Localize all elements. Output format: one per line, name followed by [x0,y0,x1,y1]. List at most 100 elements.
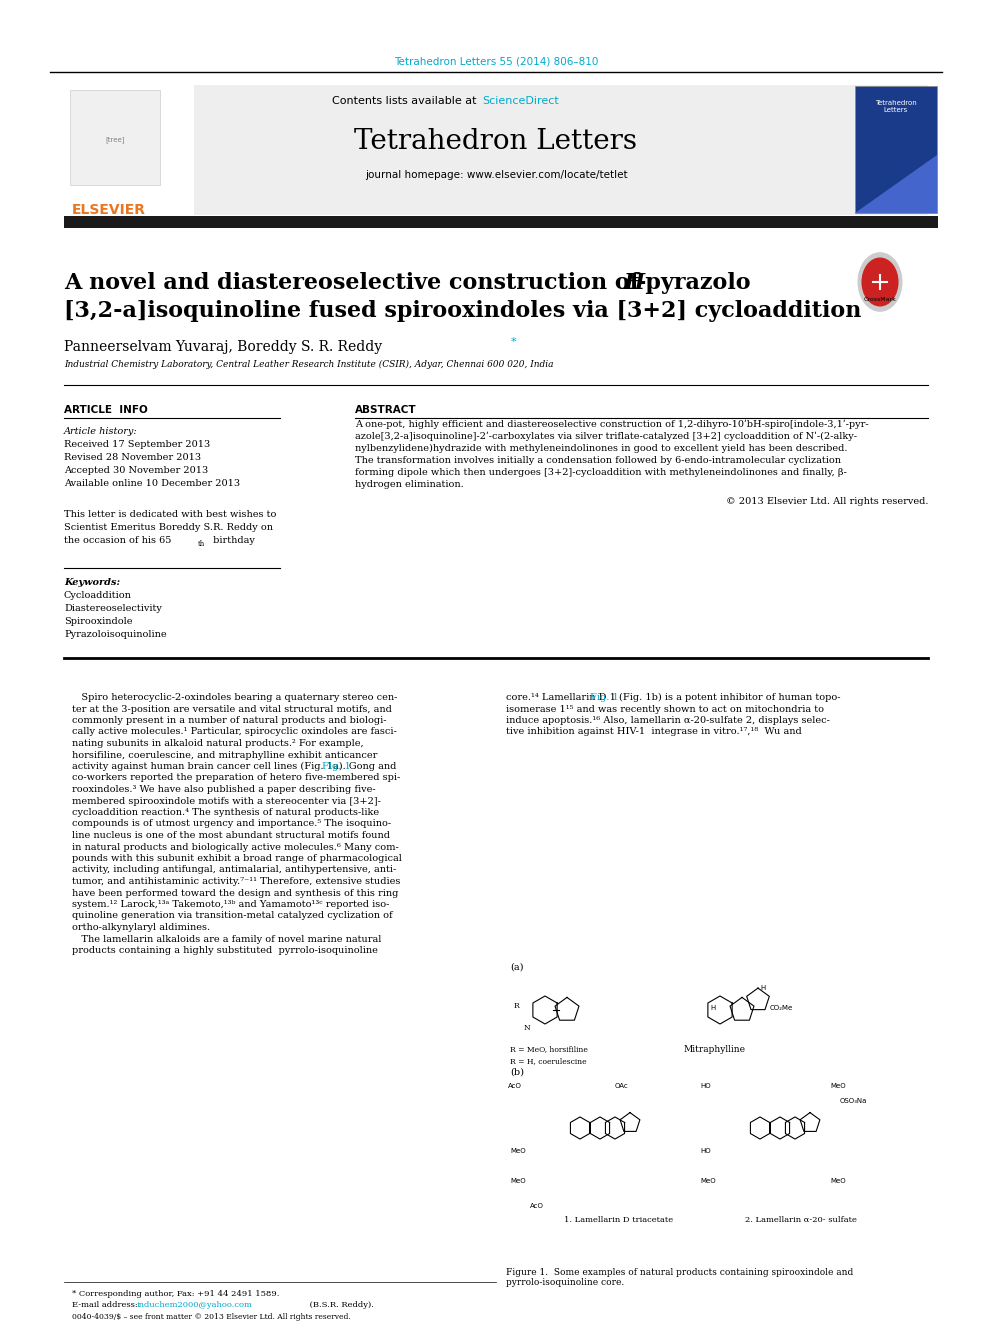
Text: ScienceDirect: ScienceDirect [482,97,558,106]
Text: *: * [511,337,517,347]
Text: Mitraphylline: Mitraphylline [684,1045,746,1054]
Text: Pyrazoloisoquinoline: Pyrazoloisoquinoline [64,630,167,639]
Text: Revised 28 November 2013: Revised 28 November 2013 [64,452,201,462]
Text: membered spirooxindole motifs with a stereocenter via [3+2]-: membered spirooxindole motifs with a ste… [72,796,381,806]
Text: line nucleus is one of the most abundant structural motifs found: line nucleus is one of the most abundant… [72,831,390,840]
Text: induchem2000@yahoo.com: induchem2000@yahoo.com [137,1301,253,1308]
Text: Diastereoselectivity: Diastereoselectivity [64,605,162,613]
Text: ELSEVIER: ELSEVIER [72,202,146,217]
Text: journal homepage: www.elsevier.com/locate/tetlet: journal homepage: www.elsevier.com/locat… [365,169,627,180]
Text: OAc: OAc [615,1084,629,1089]
Text: Accepted 30 November 2013: Accepted 30 November 2013 [64,466,208,475]
Text: CO₂Me: CO₂Me [770,1005,794,1011]
Text: nating subunits in alkaloid natural products.² For example,: nating subunits in alkaloid natural prod… [72,740,364,747]
Text: forming dipole which then undergoes [3+2]-cycloaddition with methyleneindolinone: forming dipole which then undergoes [3+2… [355,468,847,478]
Text: MeO: MeO [830,1177,845,1184]
Text: ABSTRACT: ABSTRACT [355,405,417,415]
Text: nylbenzylidene)hydrazide with methyleneindolinones in good to excellent yield ha: nylbenzylidene)hydrazide with methylenei… [355,445,847,452]
Text: CrossMark: CrossMark [864,296,897,302]
Text: activity, including antifungal, antimalarial, antihypertensive, anti-: activity, including antifungal, antimala… [72,865,396,875]
Text: A novel and diastereoselective construction of: A novel and diastereoselective construct… [64,273,647,294]
Text: R = H, coerulescine: R = H, coerulescine [510,1057,586,1065]
Text: Spirooxindole: Spirooxindole [64,617,133,626]
Text: -pyrazolo: -pyrazolo [637,273,752,294]
Text: Tetrahedron
Letters: Tetrahedron Letters [875,101,917,112]
Text: system.¹² Larock,¹³ᵃ Takemoto,¹³ᵇ and Yamamoto¹³ᶜ reported iso-: system.¹² Larock,¹³ᵃ Takemoto,¹³ᵇ and Ya… [72,900,390,909]
Text: Contents lists available at: Contents lists available at [332,97,480,106]
Text: azole[3,2-a]isoquinoline]-2ʹ-carboxylates via silver triflate-catalyzed [3+2] cy: azole[3,2-a]isoquinoline]-2ʹ-carboxylate… [355,433,857,442]
FancyBboxPatch shape [64,216,938,228]
Text: © 2013 Elsevier Ltd. All rights reserved.: © 2013 Elsevier Ltd. All rights reserved… [725,497,928,505]
Text: rooxindoles.³ We have also published a paper describing five-: rooxindoles.³ We have also published a p… [72,785,376,794]
Text: (a): (a) [510,963,524,972]
Text: R = MeO, horsifiline: R = MeO, horsifiline [510,1045,588,1053]
Text: birthday: birthday [210,536,255,545]
Text: MeO: MeO [510,1177,526,1184]
Text: hydrogen elimination.: hydrogen elimination. [355,480,463,490]
Text: E-mail address:: E-mail address: [72,1301,141,1308]
Text: 0040-4039/$ – see front matter © 2013 Elsevier Ltd. All rights reserved.: 0040-4039/$ – see front matter © 2013 El… [72,1312,351,1320]
Text: ter at the 3-position are versatile and vital structural motifs, and: ter at the 3-position are versatile and … [72,705,392,713]
Text: Industrial Chemistry Laboratory, Central Leather Research Institute (CSIR), Adya: Industrial Chemistry Laboratory, Central… [64,360,554,369]
Text: ARTICLE  INFO: ARTICLE INFO [64,405,148,415]
Text: This letter is dedicated with best wishes to: This letter is dedicated with best wishe… [64,509,277,519]
Text: [tree]: [tree] [105,136,125,143]
Text: (B.S.R. Reddy).: (B.S.R. Reddy). [307,1301,374,1308]
Text: R: R [514,1002,520,1009]
Text: Received 17 September 2013: Received 17 September 2013 [64,441,210,448]
Text: the occasion of his 65: the occasion of his 65 [64,536,172,545]
Bar [70,90,160,185]
Text: N: N [524,1024,531,1032]
FancyBboxPatch shape [64,85,194,216]
Text: Panneerselvam Yuvaraj, Boreddy S. R. Reddy: Panneerselvam Yuvaraj, Boreddy S. R. Red… [64,340,382,355]
Text: have been performed toward the design and synthesis of this ring: have been performed toward the design an… [72,889,399,897]
Text: horsifiline, coerulescine, and mitraphylline exhibit anticancer: horsifiline, coerulescine, and mitraphyl… [72,750,377,759]
Text: activity against human brain cancer cell lines (Fig. 1a). Gong and: activity against human brain cancer cell… [72,762,397,771]
Text: cycloaddition reaction.⁴ The synthesis of natural products-like: cycloaddition reaction.⁴ The synthesis o… [72,808,379,818]
Text: pounds with this subunit exhibit a broad range of pharmacological: pounds with this subunit exhibit a broad… [72,855,402,863]
Circle shape [858,253,902,311]
FancyBboxPatch shape [855,86,937,213]
Text: cally active molecules.¹ Particular, spirocyclic oxindoles are fasci-: cally active molecules.¹ Particular, spi… [72,728,397,737]
Text: Cycloaddition: Cycloaddition [64,591,132,601]
Text: (b): (b) [510,1068,524,1077]
Text: Fig. 1: Fig. 1 [322,762,351,771]
Text: Article history:: Article history: [64,427,138,437]
Text: products containing a highly substituted  pyrrolo-isoquinoline: products containing a highly substituted… [72,946,378,955]
Text: th: th [198,540,205,548]
Text: quinoline generation via transition-metal catalyzed cyclization of: quinoline generation via transition-meta… [72,912,393,921]
Text: HO: HO [700,1148,710,1154]
Text: 2. Lamellarin α-20- sulfate: 2. Lamellarin α-20- sulfate [745,1216,857,1224]
Text: isomerase 1¹⁵ and was recently shown to act on mitochondria to: isomerase 1¹⁵ and was recently shown to … [506,705,824,713]
Text: AcO: AcO [530,1203,544,1209]
Text: Available online 10 December 2013: Available online 10 December 2013 [64,479,240,488]
Text: Spiro heterocyclic-2-oxindoles bearing a quaternary stereo cen-: Spiro heterocyclic-2-oxindoles bearing a… [72,693,398,703]
Text: OSO₃Na: OSO₃Na [840,1098,867,1103]
Text: core.¹⁴ Lamellarin D 1 (Fig. 1b) is a potent inhibitor of human topo-: core.¹⁴ Lamellarin D 1 (Fig. 1b) is a po… [506,693,840,703]
Text: tumor, and antihistaminic activity.⁷⁻¹¹ Therefore, extensive studies: tumor, and antihistaminic activity.⁷⁻¹¹ … [72,877,401,886]
Text: HO: HO [700,1084,710,1089]
Text: A one-pot, highly efficient and diastereoselective construction of 1,2-dihyro-10: A one-pot, highly efficient and diastere… [355,419,869,429]
Text: H: H [760,986,765,991]
Text: The transformation involves initially a condensation followed by 6-endo-intramol: The transformation involves initially a … [355,456,841,464]
Text: MeO: MeO [510,1148,526,1154]
Text: Tetrahedron Letters 55 (2014) 806–810: Tetrahedron Letters 55 (2014) 806–810 [394,57,598,67]
Text: H: H [624,273,645,294]
Text: in natural products and biologically active molecules.⁶ Many com-: in natural products and biologically act… [72,843,399,852]
Text: compounds is of utmost urgency and importance.⁵ The isoquino-: compounds is of utmost urgency and impor… [72,819,391,828]
Text: * Corresponding author, Fax: +91 44 2491 1589.: * Corresponding author, Fax: +91 44 2491… [72,1290,280,1298]
FancyBboxPatch shape [64,85,928,216]
Polygon shape [855,155,937,213]
Text: co-workers reported the preparation of hetero five-membered spi-: co-workers reported the preparation of h… [72,774,400,782]
Text: The lamellarin alkaloids are a family of novel marine natural: The lamellarin alkaloids are a family of… [72,934,381,943]
Text: tive inhibition against HIV-1  integrase in vitro.¹⁷,¹⁸  Wu and: tive inhibition against HIV-1 integrase … [506,728,802,737]
Text: 1. Lamellarin D triacetate: 1. Lamellarin D triacetate [564,1216,674,1224]
Text: Tetrahedron Letters: Tetrahedron Letters [354,128,638,155]
Text: commonly present in a number of natural products and biologi-: commonly present in a number of natural … [72,716,387,725]
Text: MeO: MeO [700,1177,715,1184]
Text: induce apoptosis.¹⁶ Also, lamellarin α-20-sulfate 2, displays selec-: induce apoptosis.¹⁶ Also, lamellarin α-2… [506,716,830,725]
Circle shape [862,258,898,306]
Text: [3,2-a]isoquinoline fused spirooxindoles via [3+2] cycloaddition: [3,2-a]isoquinoline fused spirooxindoles… [64,300,861,321]
Text: H: H [710,1005,715,1011]
Text: Fig. 1: Fig. 1 [590,693,619,703]
